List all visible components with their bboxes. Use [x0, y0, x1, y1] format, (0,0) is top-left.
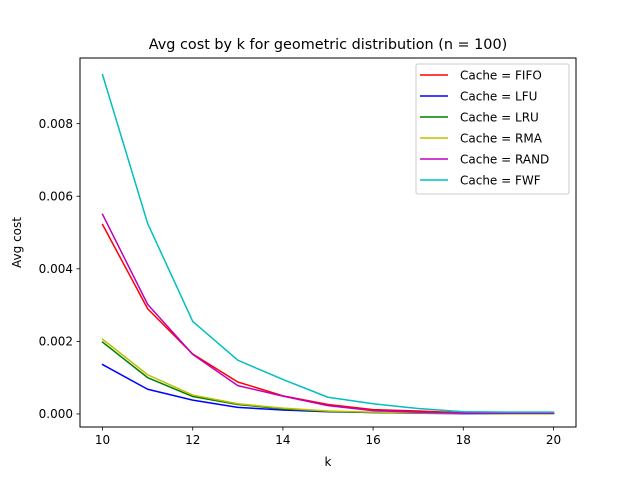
x-tick-label: 20 — [546, 433, 561, 447]
plot-frame — [79, 57, 577, 428]
series-layer — [101, 73, 555, 415]
legend-label: Cache = FIFO — [460, 68, 542, 82]
legend-label: Cache = RMA — [460, 131, 543, 145]
x-tick-label: 14 — [275, 433, 290, 447]
y-tick-label: 0.008 — [39, 117, 73, 131]
x-tick-label: 18 — [456, 433, 471, 447]
x-tick-label: 16 — [365, 433, 380, 447]
series-line-rand — [101, 213, 555, 414]
legend-box — [415, 63, 570, 195]
x-tick-label: 12 — [185, 433, 200, 447]
x-axis-label: k — [325, 455, 332, 469]
legend-label: Cache = RAND — [460, 152, 549, 166]
x-axis-ticks: 10 12 14 16 18 20 — [95, 427, 561, 447]
legend-label: Cache = FWF — [460, 173, 541, 187]
y-tick-label: 0.000 — [39, 407, 73, 421]
y-axis-label: Avg cost — [10, 217, 24, 268]
legend-label: Cache = LRU — [460, 110, 539, 124]
series-line-fwf — [101, 73, 555, 413]
x-tick-label: 10 — [95, 433, 110, 447]
y-tick-label: 0.006 — [39, 190, 73, 204]
legend: Cache = FIFO Cache = LFU Cache = LRU Cache … — [415, 63, 570, 195]
y-axis-ticks: 0.000 0.002 0.004 0.006 0.008 — [39, 117, 80, 421]
chart-title: Avg cost by k for geometric distribution… — [149, 37, 507, 53]
y-tick-label: 0.002 — [39, 335, 73, 349]
y-tick-label: 0.004 — [39, 262, 73, 276]
legend-label: Cache = LFU — [460, 89, 537, 103]
